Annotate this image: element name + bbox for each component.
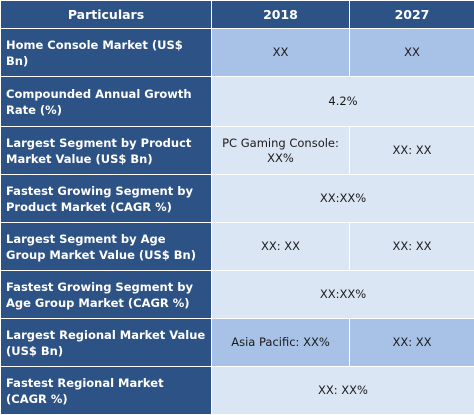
table-row: Largest Regional Market Value (US$ Bn) A…	[1, 319, 474, 367]
row-label: Fastest Growing Segment by Product Marke…	[1, 175, 212, 223]
value-2018: XX: XX	[212, 223, 350, 271]
header-year-2018: 2018	[212, 1, 350, 29]
table-row: Compounded Annual Growth Rate (%) 4.2%	[1, 77, 474, 127]
header-year-2027: 2027	[350, 1, 474, 29]
value-2018: XX	[212, 29, 350, 77]
table-row: Fastest Growing Segment by Product Marke…	[1, 175, 474, 223]
table-row: Fastest Growing Segment by Age Group Mar…	[1, 271, 474, 319]
value-2027: XX: XX	[350, 127, 474, 175]
row-label: Largest Segment by Age Group Market Valu…	[1, 223, 212, 271]
value-2027: XX: XX	[350, 319, 474, 367]
value-2018: Asia Pacific: XX%	[212, 319, 350, 367]
row-label: Home Console Market (US$ Bn)	[1, 29, 212, 77]
value-2027: XX	[350, 29, 474, 77]
merged-value: XX:XX%	[212, 175, 474, 223]
row-label: Fastest Regional Market (CAGR %)	[1, 367, 212, 415]
merged-value: XX:XX%	[212, 271, 474, 319]
value-2018: PC Gaming Console: XX%	[212, 127, 350, 175]
row-label: Largest Segment by Product Market Value …	[1, 127, 212, 175]
row-label: Fastest Growing Segment by Age Group Mar…	[1, 271, 212, 319]
table-row: Fastest Regional Market (CAGR %) XX: XX%	[1, 367, 474, 415]
row-label: Compounded Annual Growth Rate (%)	[1, 77, 212, 127]
row-label: Largest Regional Market Value (US$ Bn)	[1, 319, 212, 367]
table-row: Largest Segment by Product Market Value …	[1, 127, 474, 175]
header-particulars: Particulars	[1, 1, 212, 29]
header-row: Particulars 2018 2027	[1, 1, 474, 29]
value-2027: XX: XX	[350, 223, 474, 271]
merged-value: XX: XX%	[212, 367, 474, 415]
table-row: Largest Segment by Age Group Market Valu…	[1, 223, 474, 271]
merged-value: 4.2%	[212, 77, 474, 127]
table-row: Home Console Market (US$ Bn) XX XX	[1, 29, 474, 77]
